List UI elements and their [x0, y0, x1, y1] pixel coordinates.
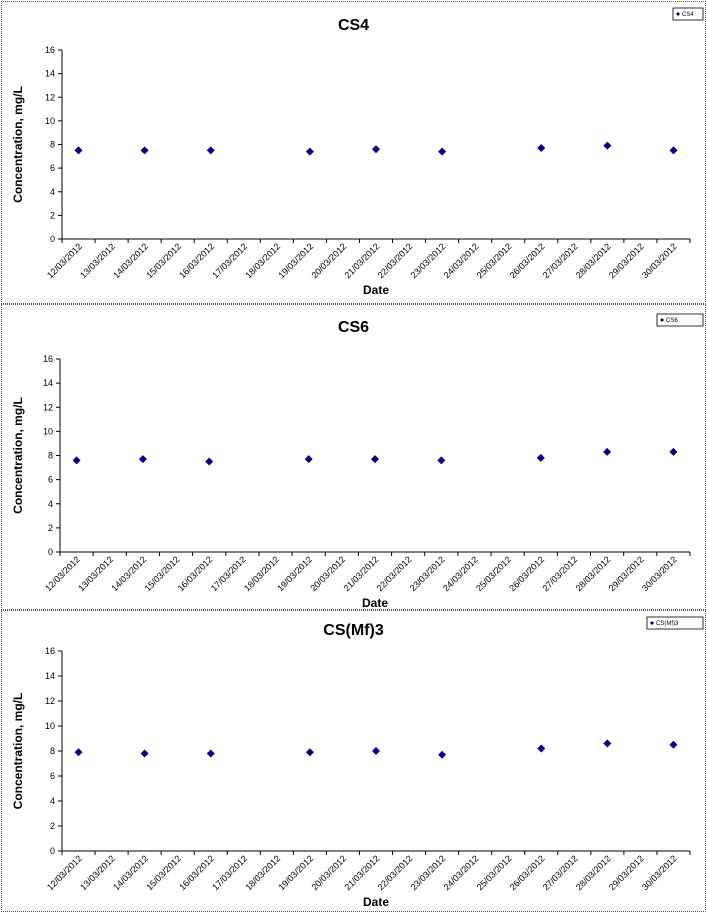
y-tick-label: 4: [50, 796, 55, 806]
y-tick-label: 4: [48, 499, 53, 509]
y-tick-label: 10: [45, 721, 55, 731]
data-point: [537, 144, 546, 153]
legend-label: CS(Mf)3: [656, 621, 679, 627]
legend-label: CS4: [682, 12, 694, 18]
y-tick-label: 2: [50, 821, 55, 831]
data-point: [206, 146, 215, 155]
data-point: [669, 740, 678, 749]
legend-box: [672, 7, 704, 21]
y-tick-label: 12: [45, 92, 55, 102]
y-tick-label: 4: [50, 187, 55, 197]
y-tick-label: 16: [45, 646, 55, 656]
y-tick-label: 6: [50, 163, 55, 173]
chart-title: CS4: [338, 17, 369, 34]
y-tick-label: 8: [48, 451, 53, 461]
x-axis-label: Date: [363, 895, 389, 909]
data-point: [72, 456, 81, 465]
legend-box: [656, 313, 704, 327]
chart-title: CS6: [338, 319, 369, 336]
data-point: [138, 455, 147, 464]
x-tick-label: 30/03/2012: [640, 241, 679, 280]
chart-panel-cs6: CS6 0 2 4 6 8 10 12 14 16 12/03/2012 13/03/2012 14/0…: [1, 304, 706, 610]
data-point: [669, 146, 678, 155]
y-tick-label: 12: [45, 696, 55, 706]
data-point: [437, 456, 446, 465]
y-tick-label: 12: [43, 402, 53, 412]
y-tick-label: 6: [50, 771, 55, 781]
y-tick-label: 16: [43, 354, 53, 364]
chart-svg-csmf3: CS(Mf)3024681012141612/03/201213/03/2012…: [11, 616, 704, 909]
chart-svg-cs6: CS6024681012141612/03/201213/03/201214/0…: [11, 313, 704, 609]
legend-marker: [650, 621, 654, 625]
data-point: [669, 447, 678, 456]
data-point: [536, 453, 545, 462]
legend: CS4: [672, 7, 704, 21]
x-tick-label: 30/03/2012: [640, 554, 679, 593]
chart-panel-csmf3: CS(Mf)3 0 2 4 6 8 10 12 14 16 12/03/2012 13/03/2012…: [1, 610, 706, 912]
data-point: [438, 750, 447, 759]
y-tick-label: 10: [43, 426, 53, 436]
y-tick-label: 8: [50, 746, 55, 756]
y-tick-label: 0: [48, 547, 53, 557]
legend: CS(Mf)3: [646, 616, 704, 630]
x-axis-label: Date: [362, 596, 388, 609]
y-tick-label: 6: [48, 475, 53, 485]
y-tick-label: 14: [43, 378, 53, 388]
y-axis-label: Concentration, mg/L: [11, 397, 25, 514]
y-axis-label: Concentration, mg/L: [11, 86, 25, 203]
y-axis-label: Concentration, mg/L: [11, 693, 25, 810]
x-tick-label: 30/03/2012: [640, 853, 679, 892]
data-point: [206, 749, 215, 758]
legend: CS6: [656, 313, 704, 327]
chart-svg-cs4: CS4024681012141612/03/201213/03/201214/0…: [11, 7, 704, 297]
data-point: [372, 145, 380, 154]
data-point: [74, 146, 83, 155]
data-point: [603, 739, 612, 748]
y-tick-label: 0: [50, 234, 55, 244]
chart-panel-cs4: CS4 0 2 4 6 8 10 12 14 16 12/03/2012 13/03/2012 14/0…: [1, 1, 706, 304]
data-point: [140, 749, 149, 758]
y-tick-label: 14: [45, 671, 55, 681]
data-point: [438, 147, 447, 156]
data-point: [603, 447, 612, 456]
y-tick-label: 2: [48, 523, 53, 533]
data-point: [74, 748, 83, 757]
data-point: [305, 748, 314, 757]
x-axis-label: Date: [363, 283, 389, 297]
data-point: [140, 146, 149, 155]
data-point: [205, 457, 214, 466]
legend-label: CS6: [666, 318, 678, 324]
legend-marker: [676, 12, 680, 16]
y-tick-label: 8: [50, 140, 55, 150]
legend-box: [646, 616, 704, 630]
y-tick-label: 14: [45, 69, 55, 79]
data-point: [372, 747, 380, 755]
legend-marker: [660, 318, 664, 322]
y-tick-label: 16: [45, 45, 55, 55]
data-point: [371, 455, 379, 464]
y-tick-label: 0: [50, 846, 55, 856]
data-point: [603, 141, 612, 150]
y-tick-label: 2: [50, 210, 55, 220]
chart-title: CS(Mf)3: [323, 622, 384, 639]
y-tick-label: 10: [45, 116, 55, 126]
data-point: [304, 455, 313, 464]
data-point: [305, 147, 314, 156]
data-point: [537, 744, 546, 753]
